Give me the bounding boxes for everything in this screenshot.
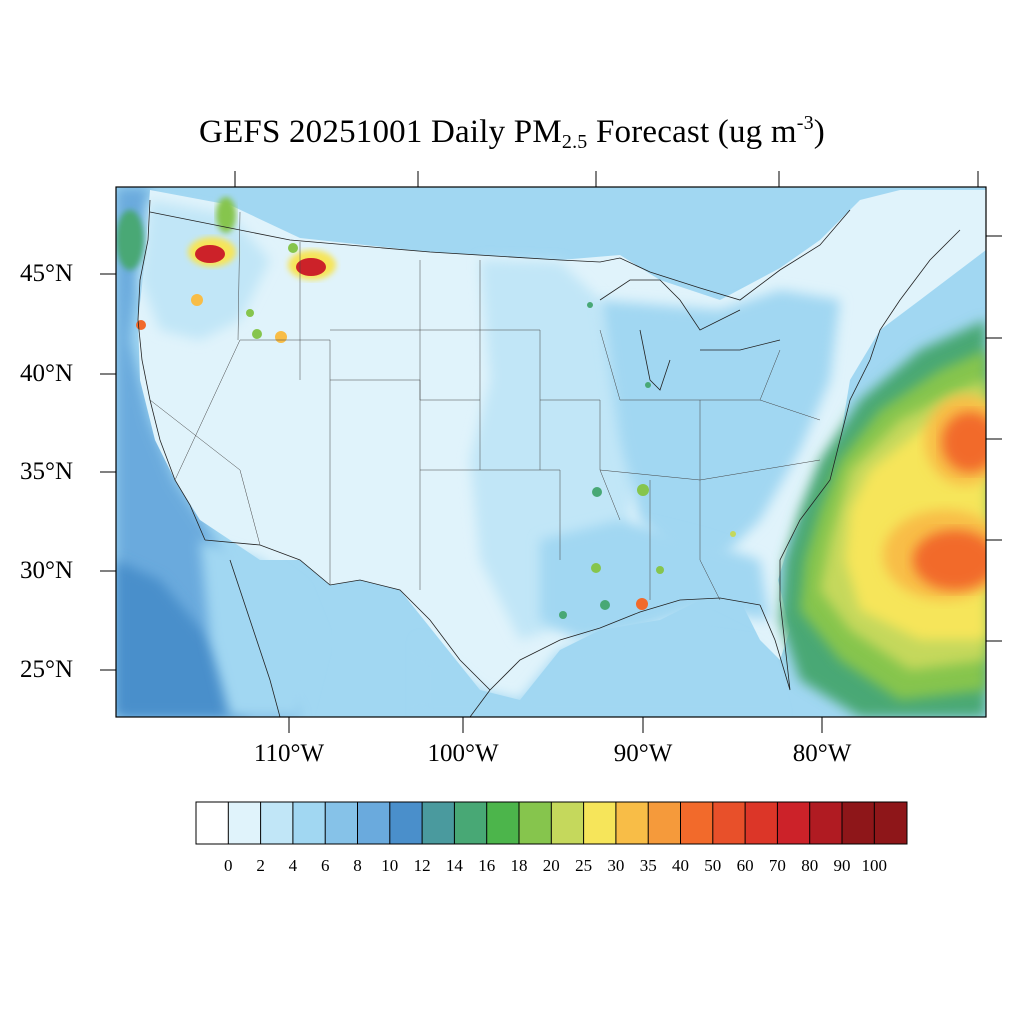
smoke-spot-alabama — [656, 566, 664, 574]
pacific-deep-field — [116, 560, 250, 717]
smoke-spot-louisiana — [591, 563, 601, 573]
legend-box-8 — [454, 802, 487, 844]
color-legend — [195, 801, 908, 845]
legend-label-4: 4 — [288, 856, 298, 875]
us-canada-border — [149, 209, 851, 301]
legend-box-0 — [196, 802, 229, 844]
west-coast — [137, 199, 206, 541]
lat-label-30n: 30°N — [20, 557, 74, 584]
land-haze-southwest — [200, 540, 320, 717]
legend-label-8: 8 — [353, 856, 362, 875]
legend-label-16: 16 — [478, 856, 496, 875]
fire-spot-oregon — [191, 294, 203, 306]
legend-box-9 — [486, 802, 519, 844]
legend-label-0: 0 — [224, 856, 233, 875]
gulf-coast — [489, 597, 761, 691]
legend-label-20: 20 — [542, 856, 560, 875]
legend-label-30: 30 — [607, 856, 625, 875]
legend-box-16 — [712, 802, 746, 844]
map-plot-area — [116, 187, 986, 717]
lon-label-90w: 90°W — [613, 740, 673, 767]
legend-box-21 — [874, 802, 907, 844]
fire-plume-wa-coast — [116, 210, 144, 270]
florida-coast — [759, 229, 961, 691]
map-ticks — [100, 171, 1002, 733]
legend-box-3 — [292, 802, 326, 844]
legend-label-12: 12 — [413, 856, 431, 875]
legend-box-18 — [777, 802, 810, 844]
great-lakes — [599, 279, 781, 391]
land-haze-south — [540, 520, 770, 640]
fire-spot-idaho-south — [275, 331, 287, 343]
map-title: GEFS 20251001 Daily PM2.5 Forecast (ug m… — [199, 112, 825, 153]
land-haze-east — [600, 290, 840, 560]
legend-label-35: 35 — [639, 856, 657, 875]
legend-label-100: 100 — [861, 856, 888, 875]
map-border — [115, 186, 987, 718]
smoke-spot-michigan — [587, 302, 593, 308]
legend-label-50: 50 — [704, 856, 722, 875]
smoke-spot-mississippi — [637, 484, 649, 496]
legend-box-7 — [422, 802, 455, 844]
fire-hotspot-idaho-core — [195, 245, 225, 263]
legend-label-2: 2 — [256, 856, 265, 875]
legend-box-6 — [389, 802, 423, 844]
legend-label-90: 90 — [833, 856, 851, 875]
lat-label-40n: 40°N — [20, 360, 74, 387]
legend-box-10 — [519, 802, 552, 844]
legend-box-14 — [648, 802, 681, 844]
atlantic-plume-red-south — [913, 530, 986, 590]
us-mexico-border — [204, 539, 491, 691]
land-haze-west — [140, 200, 270, 340]
lat-label-45n: 45°N — [20, 260, 74, 287]
legend-box-2 — [260, 802, 293, 844]
legend-box-12 — [583, 802, 616, 844]
smoke-spot-arkansas — [592, 487, 602, 497]
legend-label-14: 14 — [445, 856, 463, 875]
fire-spot-idaho-central — [246, 309, 254, 317]
lat-label-35n: 35°N — [20, 458, 74, 485]
fire-spot-montana-west — [288, 243, 298, 253]
smoke-spot-new-orleans — [636, 598, 648, 610]
mexico-west-coast — [229, 559, 281, 717]
mexico-gulf-coast — [469, 689, 491, 717]
legend-label-80: 80 — [801, 856, 819, 875]
legend-label-6: 6 — [320, 856, 330, 875]
legend-box-17 — [745, 802, 778, 844]
fire-hotspot-montana-core — [296, 258, 326, 276]
legend-box-11 — [551, 802, 584, 844]
legend-label-10: 10 — [381, 856, 399, 875]
legend-box-4 — [325, 802, 358, 844]
atlantic-plume-red-north — [942, 412, 986, 472]
fire-spot-nevada-north — [252, 329, 262, 339]
legend-label-40: 40 — [672, 856, 689, 875]
smoke-spot-georgia — [730, 531, 736, 537]
legend-label-25: 25 — [575, 856, 593, 875]
smoke-spot-texas-east — [559, 611, 567, 619]
lat-label-25n: 25°N — [20, 656, 74, 683]
legend-box-15 — [680, 802, 713, 844]
gulf-water — [420, 620, 780, 717]
map-boundaries — [137, 199, 961, 717]
legend-box-13 — [615, 802, 649, 844]
state-boundaries — [149, 211, 821, 601]
legend-box-20 — [842, 802, 875, 844]
lon-label-110w: 110°W — [253, 740, 325, 767]
legend-box-1 — [228, 802, 261, 844]
smoke-spot-louisiana-south — [600, 600, 610, 610]
fire-spot-oregon-coast — [136, 320, 146, 330]
lon-label-100w: 100°W — [427, 740, 499, 767]
legend-label-60: 60 — [736, 856, 754, 875]
legend-box-5 — [357, 802, 390, 844]
fire-plume-north-cascades — [216, 197, 236, 233]
lon-label-80w: 80°W — [792, 740, 852, 767]
legend-label-18: 18 — [510, 856, 528, 875]
legend-box-19 — [809, 802, 842, 844]
smoke-spot-illinois — [645, 382, 651, 388]
legend-label-70: 70 — [768, 856, 786, 875]
